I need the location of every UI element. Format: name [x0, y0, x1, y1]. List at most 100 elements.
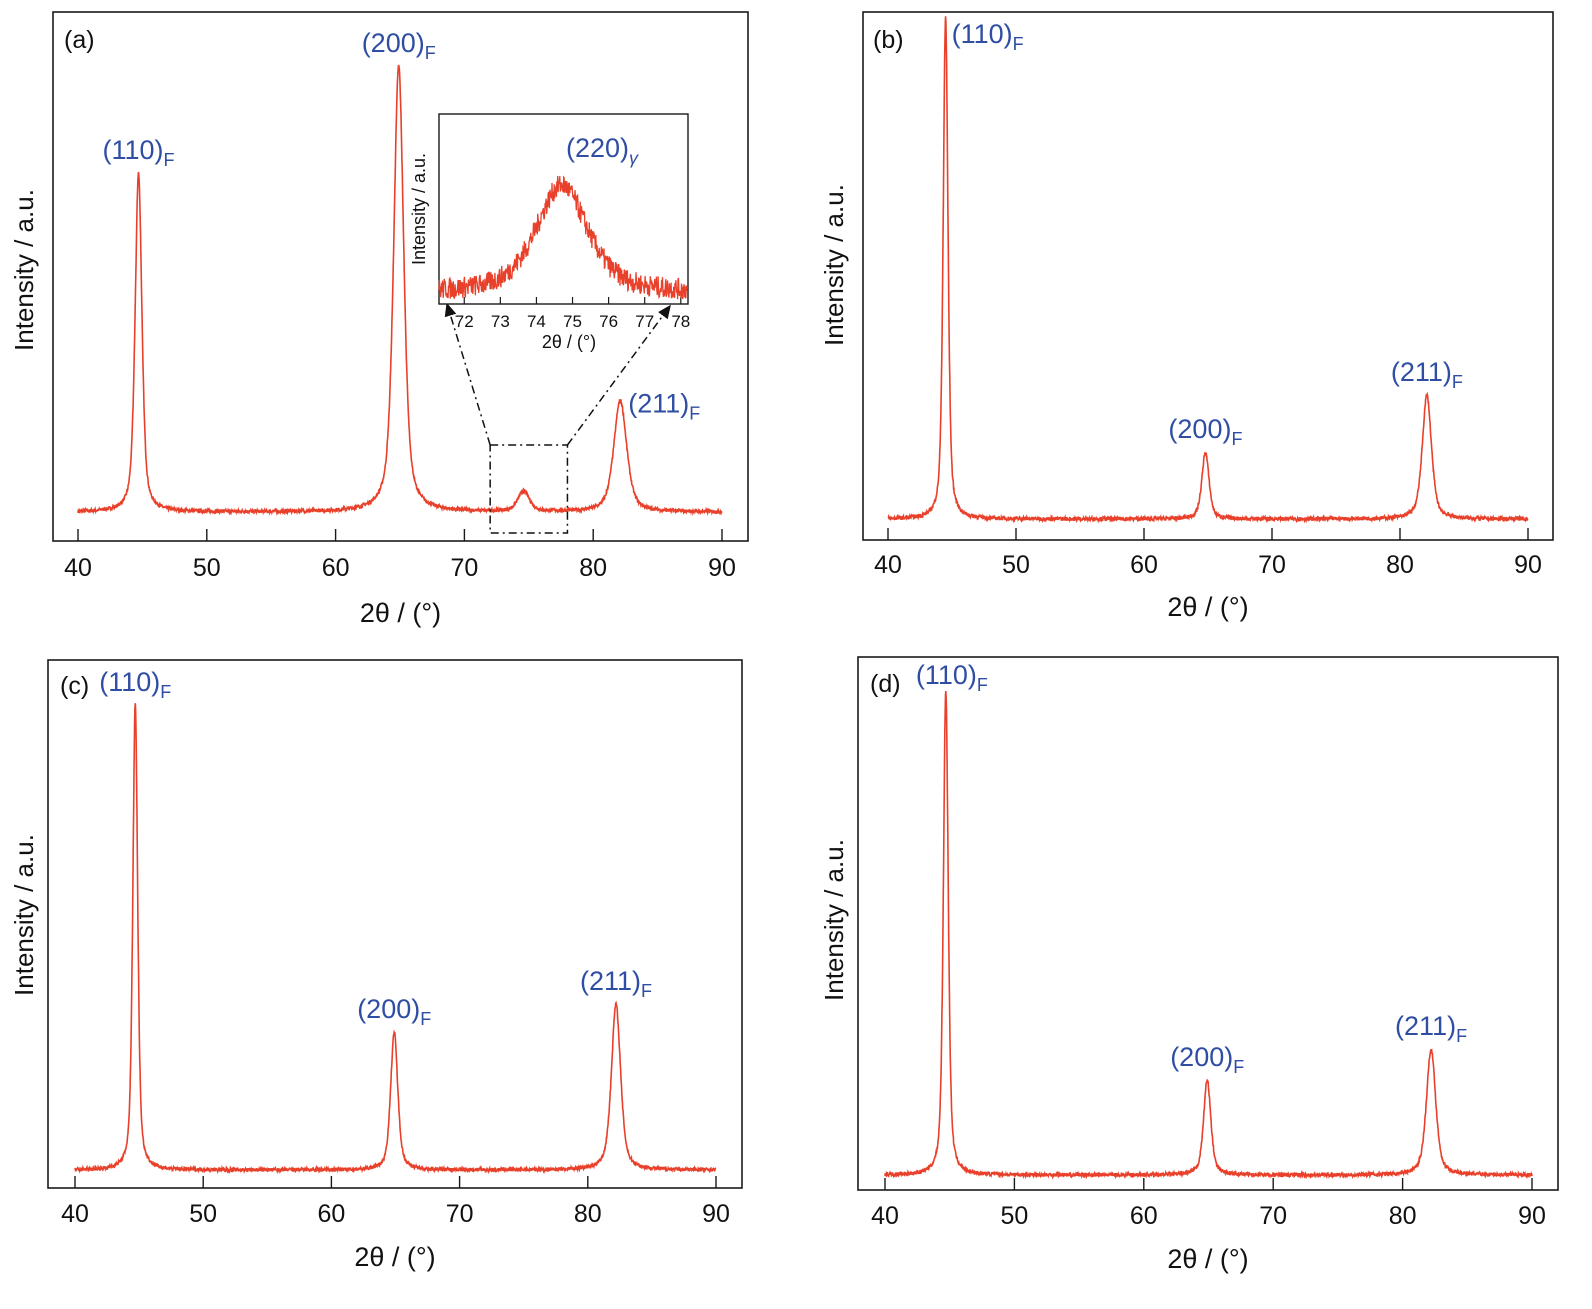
inset-y-axis-title: Intensity / a.u. — [409, 153, 429, 265]
xrd-trace — [77, 64, 723, 517]
x-tick-label: 40 — [64, 554, 92, 582]
x-axis-title: 2θ / (°) — [1167, 592, 1248, 622]
peak-label: (211)F — [1391, 357, 1463, 392]
x-tick-label: 70 — [1259, 1202, 1287, 1230]
peak-label-text: (220) — [566, 133, 629, 163]
panel-letter: (a) — [64, 26, 95, 54]
panel-letter: (c) — [60, 672, 89, 700]
peak-label-subscript: F — [689, 404, 700, 424]
peak-label-subscript: γ — [629, 148, 639, 168]
x-tick-label: 50 — [1000, 1202, 1028, 1230]
x-tick-label: 40 — [61, 1200, 89, 1228]
plot-frame — [52, 11, 749, 542]
peak-label-subscript: F — [977, 675, 988, 695]
peak-label-subscript: F — [420, 1009, 431, 1029]
x-tick-label: 60 — [1130, 551, 1158, 579]
peak-label: (110)F — [99, 667, 171, 702]
x-tick-label: 90 — [702, 1200, 730, 1228]
peak-label: (200)F — [357, 994, 431, 1029]
inset-trace — [438, 175, 689, 300]
inset-x-axis-title: 2θ / (°) — [542, 332, 596, 352]
peak-label: (110)F — [916, 660, 988, 695]
peak-label-subscript: F — [1456, 1026, 1467, 1046]
peak-label-subscript: F — [1231, 429, 1242, 449]
peak-label-text: (211) — [1391, 357, 1452, 387]
peak-label-text: (110) — [916, 660, 977, 690]
peak-label-text: (200) — [1170, 1042, 1233, 1072]
peak-label-subscript: F — [164, 150, 175, 170]
xrd-trace — [887, 16, 1529, 524]
inset-x-tick-label: 76 — [599, 312, 618, 331]
peak-label-text: (200) — [362, 28, 425, 58]
x-tick-label: 90 — [1518, 1202, 1546, 1230]
chart-panel-a: 40 50 60 70 80 90(110)F(200)F(211)F(a)2θ / (°… — [9, 11, 749, 628]
plot-frame — [862, 11, 1554, 541]
x-tick-label: 40 — [874, 551, 902, 579]
inset-chart: 72 73 74 75 76 77 78 (220)γ 2θ / (°) Intensity / … — [409, 113, 690, 352]
peak-label-text: (211) — [1395, 1011, 1456, 1041]
inset-x-tick-label: 78 — [671, 312, 690, 331]
x-axis-title: 2θ / (°) — [1167, 1244, 1248, 1274]
y-axis-title: Intensity / a.u. — [9, 189, 39, 351]
x-tick-label: 50 — [1002, 551, 1030, 579]
peak-label: (211)F — [1395, 1011, 1467, 1046]
panel-letter: (d) — [870, 670, 901, 698]
x-axis-title: 2θ / (°) — [360, 598, 441, 628]
inset-frame — [438, 113, 689, 305]
peak-label-subscript: F — [160, 682, 171, 702]
x-tick-label: 60 — [322, 554, 350, 582]
peak-label: (200)F — [362, 28, 436, 63]
inset-x-tick-label: 77 — [635, 312, 654, 331]
peak-label: (200)F — [1168, 414, 1242, 449]
peak-label-subscript: F — [425, 43, 436, 63]
inset-x-tick-label: 74 — [527, 312, 546, 331]
peak-label: (110)F — [103, 135, 175, 170]
x-tick-label: 70 — [446, 1200, 474, 1228]
x-tick-label: 70 — [1258, 551, 1286, 579]
xrd-trace — [884, 690, 1533, 1180]
zoom-arrow-right — [566, 304, 671, 446]
plot-frame — [47, 659, 743, 1189]
peak-label-text: (110) — [103, 135, 164, 165]
x-tick-label: 50 — [189, 1200, 217, 1228]
peak-label: (211)F — [580, 966, 652, 1001]
inset-x-tick-label: 73 — [491, 312, 510, 331]
zoom-arrow-left — [444, 302, 491, 446]
y-axis-title: Intensity / a.u. — [819, 184, 849, 346]
x-tick-label: 70 — [450, 554, 478, 582]
plot-frame — [857, 656, 1559, 1191]
inset-peak-label: (220)γ — [566, 133, 639, 168]
inset-x-tick-label: 75 — [563, 312, 582, 331]
peak-label: (200)F — [1170, 1042, 1244, 1077]
panel-letter: (b) — [873, 26, 904, 54]
y-axis-title: Intensity / a.u. — [819, 839, 849, 1001]
x-axis-title: 2θ / (°) — [354, 1242, 435, 1272]
zoom-region-box — [489, 444, 569, 534]
peak-label-subscript: F — [1233, 1057, 1244, 1077]
peak-label-text: (110) — [952, 19, 1013, 49]
x-tick-label: 50 — [193, 554, 221, 582]
peak-label-text: (200) — [1168, 414, 1231, 444]
peak-label-subscript: F — [1013, 34, 1024, 54]
peak-label: (211)F — [628, 389, 700, 424]
x-tick-label: 40 — [871, 1202, 899, 1230]
x-tick-label: 60 — [317, 1200, 345, 1228]
x-tick-label: 90 — [1514, 551, 1542, 579]
y-axis-title: Intensity / a.u. — [9, 834, 39, 996]
peak-label-subscript: F — [1452, 372, 1463, 392]
xrd-trace — [74, 703, 717, 1175]
peak-label-text: (200) — [357, 994, 420, 1024]
chart-panel-b: 40 50 60 70 80 90(110)F(200)F(211)F(b)2θ / (°… — [819, 11, 1554, 622]
chart-panel-d: 40 50 60 70 80 90(110)F(200)F(211)F(d)2θ / (°… — [819, 656, 1559, 1274]
peak-label: (110)F — [952, 19, 1024, 54]
x-tick-label: 80 — [1389, 1202, 1417, 1230]
x-tick-label: 60 — [1130, 1202, 1158, 1230]
x-tick-label: 90 — [708, 554, 736, 582]
peak-label-subscript: F — [641, 981, 652, 1001]
peak-label-text: (211) — [580, 966, 641, 996]
x-tick-label: 80 — [1386, 551, 1414, 579]
inset-x-tick-label: 72 — [455, 312, 474, 331]
x-tick-label: 80 — [574, 1200, 602, 1228]
